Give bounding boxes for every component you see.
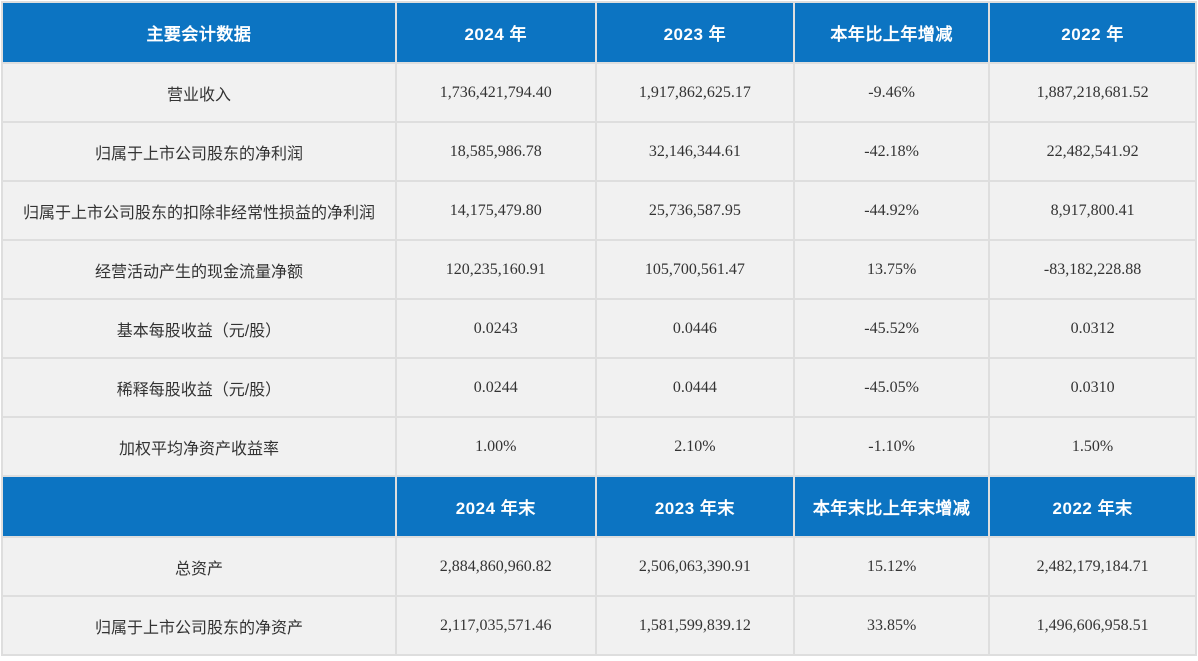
value-2023: 0.0444 bbox=[596, 359, 794, 416]
value-2024: 1.00% bbox=[396, 418, 595, 475]
value-change: -9.46% bbox=[795, 64, 989, 121]
row-label: 归属于上市公司股东的净利润 bbox=[3, 123, 395, 180]
value-2024: 14,175,479.80 bbox=[396, 182, 595, 239]
value-change: -45.05% bbox=[795, 359, 989, 416]
value-2022: 0.0312 bbox=[990, 300, 1195, 357]
value-2023: 2.10% bbox=[596, 418, 794, 475]
value-2022: 1,887,218,681.52 bbox=[990, 64, 1195, 121]
value-2023: 0.0446 bbox=[596, 300, 794, 357]
value-change: -44.92% bbox=[795, 182, 989, 239]
value-2023: 1,917,862,625.17 bbox=[596, 64, 794, 121]
table-row-diluted-eps: 稀释每股收益（元/股） 0.0244 0.0444 -45.05% 0.0310 bbox=[3, 359, 1195, 416]
value-2022: 1.50% bbox=[990, 418, 1195, 475]
value-2024: 2,117,035,571.46 bbox=[396, 597, 595, 654]
table-row-total-assets: 总资产 2,884,860,960.82 2,506,063,390.91 15… bbox=[3, 538, 1195, 595]
value-2023: 25,736,587.95 bbox=[596, 182, 794, 239]
row-label: 归属于上市公司股东的净资产 bbox=[3, 597, 395, 654]
value-change: 13.75% bbox=[795, 241, 989, 298]
value-2023: 105,700,561.47 bbox=[596, 241, 794, 298]
value-2022: 1,496,606,958.51 bbox=[990, 597, 1195, 654]
table-row-operating-cash-flow: 经营活动产生的现金流量净额 120,235,160.91 105,700,561… bbox=[3, 241, 1195, 298]
table-row-net-profit: 归属于上市公司股东的净利润 18,585,986.78 32,146,344.6… bbox=[3, 123, 1195, 180]
header-cell-2023: 2023 年 bbox=[596, 3, 794, 62]
value-2022: 22,482,541.92 bbox=[990, 123, 1195, 180]
header-cell-yoy-change: 本年比上年增减 bbox=[795, 3, 989, 62]
value-change: -45.52% bbox=[795, 300, 989, 357]
value-change: 33.85% bbox=[795, 597, 989, 654]
value-2024: 0.0243 bbox=[396, 300, 595, 357]
value-2022: 8,917,800.41 bbox=[990, 182, 1195, 239]
row-label: 营业收入 bbox=[3, 64, 395, 121]
row-label: 加权平均净资产收益率 bbox=[3, 418, 395, 475]
row-label: 稀释每股收益（元/股） bbox=[3, 359, 395, 416]
value-change: -1.10% bbox=[795, 418, 989, 475]
value-2023: 1,581,599,839.12 bbox=[596, 597, 794, 654]
value-2022: 0.0310 bbox=[990, 359, 1195, 416]
header-cell-2024: 2024 年 bbox=[396, 3, 595, 62]
value-2022: 2,482,179,184.71 bbox=[990, 538, 1195, 595]
table-row-weighted-avg-roe: 加权平均净资产收益率 1.00% 2.10% -1.10% 1.50% bbox=[3, 418, 1195, 475]
value-2022: -83,182,228.88 bbox=[990, 241, 1195, 298]
header-cell-end-change: 本年末比上年末增减 bbox=[795, 477, 989, 536]
row-label: 经营活动产生的现金流量净额 bbox=[3, 241, 395, 298]
row-label: 基本每股收益（元/股） bbox=[3, 300, 395, 357]
row-label: 总资产 bbox=[3, 538, 395, 595]
table-row-net-profit-excl-nonrecurring: 归属于上市公司股东的扣除非经常性损益的净利润 14,175,479.80 25,… bbox=[3, 182, 1195, 239]
header-cell-2023-end: 2023 年末 bbox=[596, 477, 794, 536]
header-cell-blank bbox=[3, 477, 395, 536]
value-change: -42.18% bbox=[795, 123, 989, 180]
value-2024: 18,585,986.78 bbox=[396, 123, 595, 180]
value-change: 15.12% bbox=[795, 538, 989, 595]
header-cell-2022: 2022 年 bbox=[990, 3, 1195, 62]
value-2023: 2,506,063,390.91 bbox=[596, 538, 794, 595]
value-2024: 0.0244 bbox=[396, 359, 595, 416]
table-row-net-assets: 归属于上市公司股东的净资产 2,117,035,571.46 1,581,599… bbox=[3, 597, 1195, 654]
row-label: 归属于上市公司股东的扣除非经常性损益的净利润 bbox=[3, 182, 395, 239]
header-cell-metric: 主要会计数据 bbox=[3, 3, 395, 62]
value-2024: 120,235,160.91 bbox=[396, 241, 595, 298]
value-2024: 2,884,860,960.82 bbox=[396, 538, 595, 595]
value-2024: 1,736,421,794.40 bbox=[396, 64, 595, 121]
table-row-basic-eps: 基本每股收益（元/股） 0.0243 0.0446 -45.52% 0.0312 bbox=[3, 300, 1195, 357]
annual-header-row: 主要会计数据 2024 年 2023 年 本年比上年增减 2022 年 bbox=[3, 3, 1195, 62]
header-cell-2024-end: 2024 年末 bbox=[396, 477, 595, 536]
table-row-operating-revenue: 营业收入 1,736,421,794.40 1,917,862,625.17 -… bbox=[3, 64, 1195, 121]
value-2023: 32,146,344.61 bbox=[596, 123, 794, 180]
period-end-header-row: 2024 年末 2023 年末 本年末比上年末增减 2022 年末 bbox=[3, 477, 1195, 536]
header-cell-2022-end: 2022 年末 bbox=[990, 477, 1195, 536]
